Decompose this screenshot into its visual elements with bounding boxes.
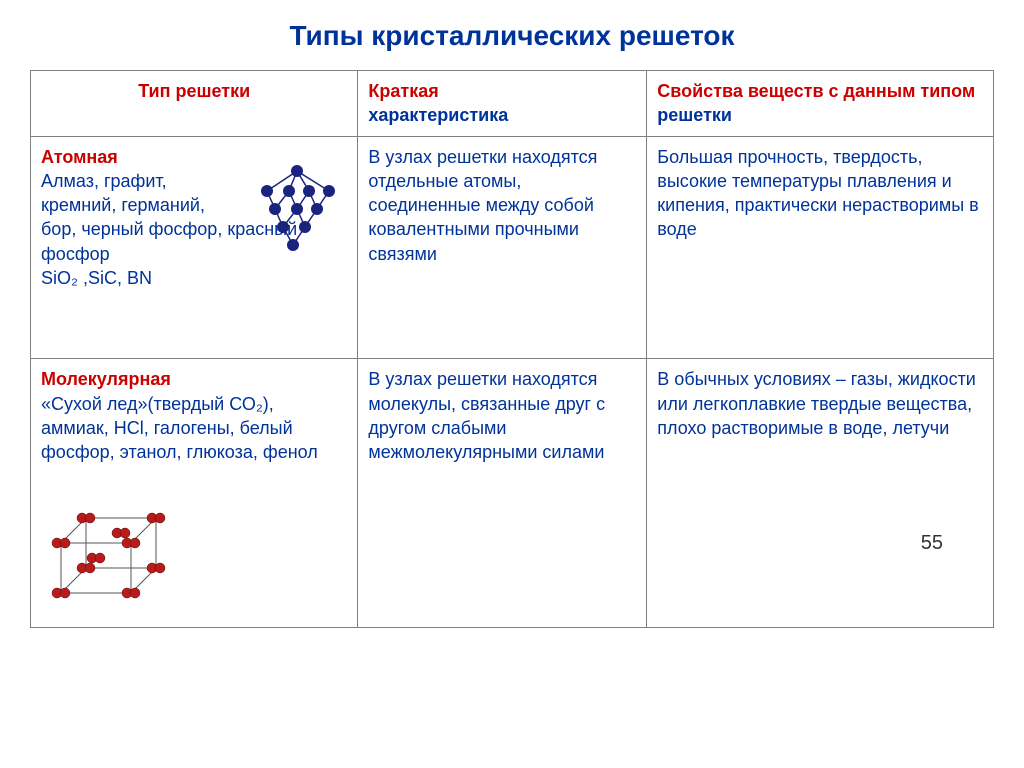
- cell-molecular-type: Молекулярная «Сухой лед»(твердый СО₂), а…: [31, 359, 358, 627]
- col2-sub: характеристика: [368, 105, 508, 125]
- molecular-desc-text: В узлах решетки находятся молекулы, связ…: [368, 369, 605, 462]
- lattice-table: Тип решетки Краткая характеристика Свойс…: [30, 70, 994, 628]
- molecular-examples-2: аммиак, HCl, галогены, белый фосфор, эта…: [41, 416, 347, 465]
- molecular-examples-1: «Сухой лед»(твердый СО₂),: [41, 392, 347, 416]
- cell-atomic-type: Атомная Алмаз, графит, кремний, германий…: [31, 136, 358, 359]
- molecular-lattice-diagram: [41, 473, 181, 613]
- atomic-examples-4: SiO₂ ,SiC, BN: [41, 266, 347, 290]
- cell-atomic-props: Большая прочность, твердость, высокие те…: [647, 136, 994, 359]
- table-row: Атомная Алмаз, графит, кремний, германий…: [31, 136, 994, 359]
- cell-molecular-props: В обычных условиях – газы, жидкости или …: [647, 359, 994, 627]
- col2-main: Краткая: [368, 81, 438, 101]
- page-number: 55: [657, 530, 983, 557]
- table-header-row: Тип решетки Краткая характеристика Свойс…: [31, 71, 994, 137]
- page-title: Типы кристаллических решеток: [30, 20, 994, 52]
- atomic-props-text: Большая прочность, твердость, высокие те…: [657, 147, 978, 240]
- cell-atomic-desc: В узлах решетки находятся отдельные атом…: [358, 136, 647, 359]
- col-header-type: Тип решетки: [31, 71, 358, 137]
- col3-main: Свойства веществ с данным типом: [657, 81, 975, 101]
- col-header-desc: Краткая характеристика: [358, 71, 647, 137]
- molecular-props-text: В обычных условиях – газы, жидкости или …: [657, 369, 976, 438]
- type-name-molecular: Молекулярная: [41, 367, 347, 391]
- table-row: Молекулярная «Сухой лед»(твердый СО₂), а…: [31, 359, 994, 627]
- atomic-lattice-diagram: [237, 161, 357, 261]
- cell-molecular-desc: В узлах решетки находятся молекулы, связ…: [358, 359, 647, 627]
- col-header-props: Свойства веществ с данным типом решетки: [647, 71, 994, 137]
- col3-sub: решетки: [657, 105, 732, 125]
- atomic-desc-text: В узлах решетки находятся отдельные атом…: [368, 147, 597, 264]
